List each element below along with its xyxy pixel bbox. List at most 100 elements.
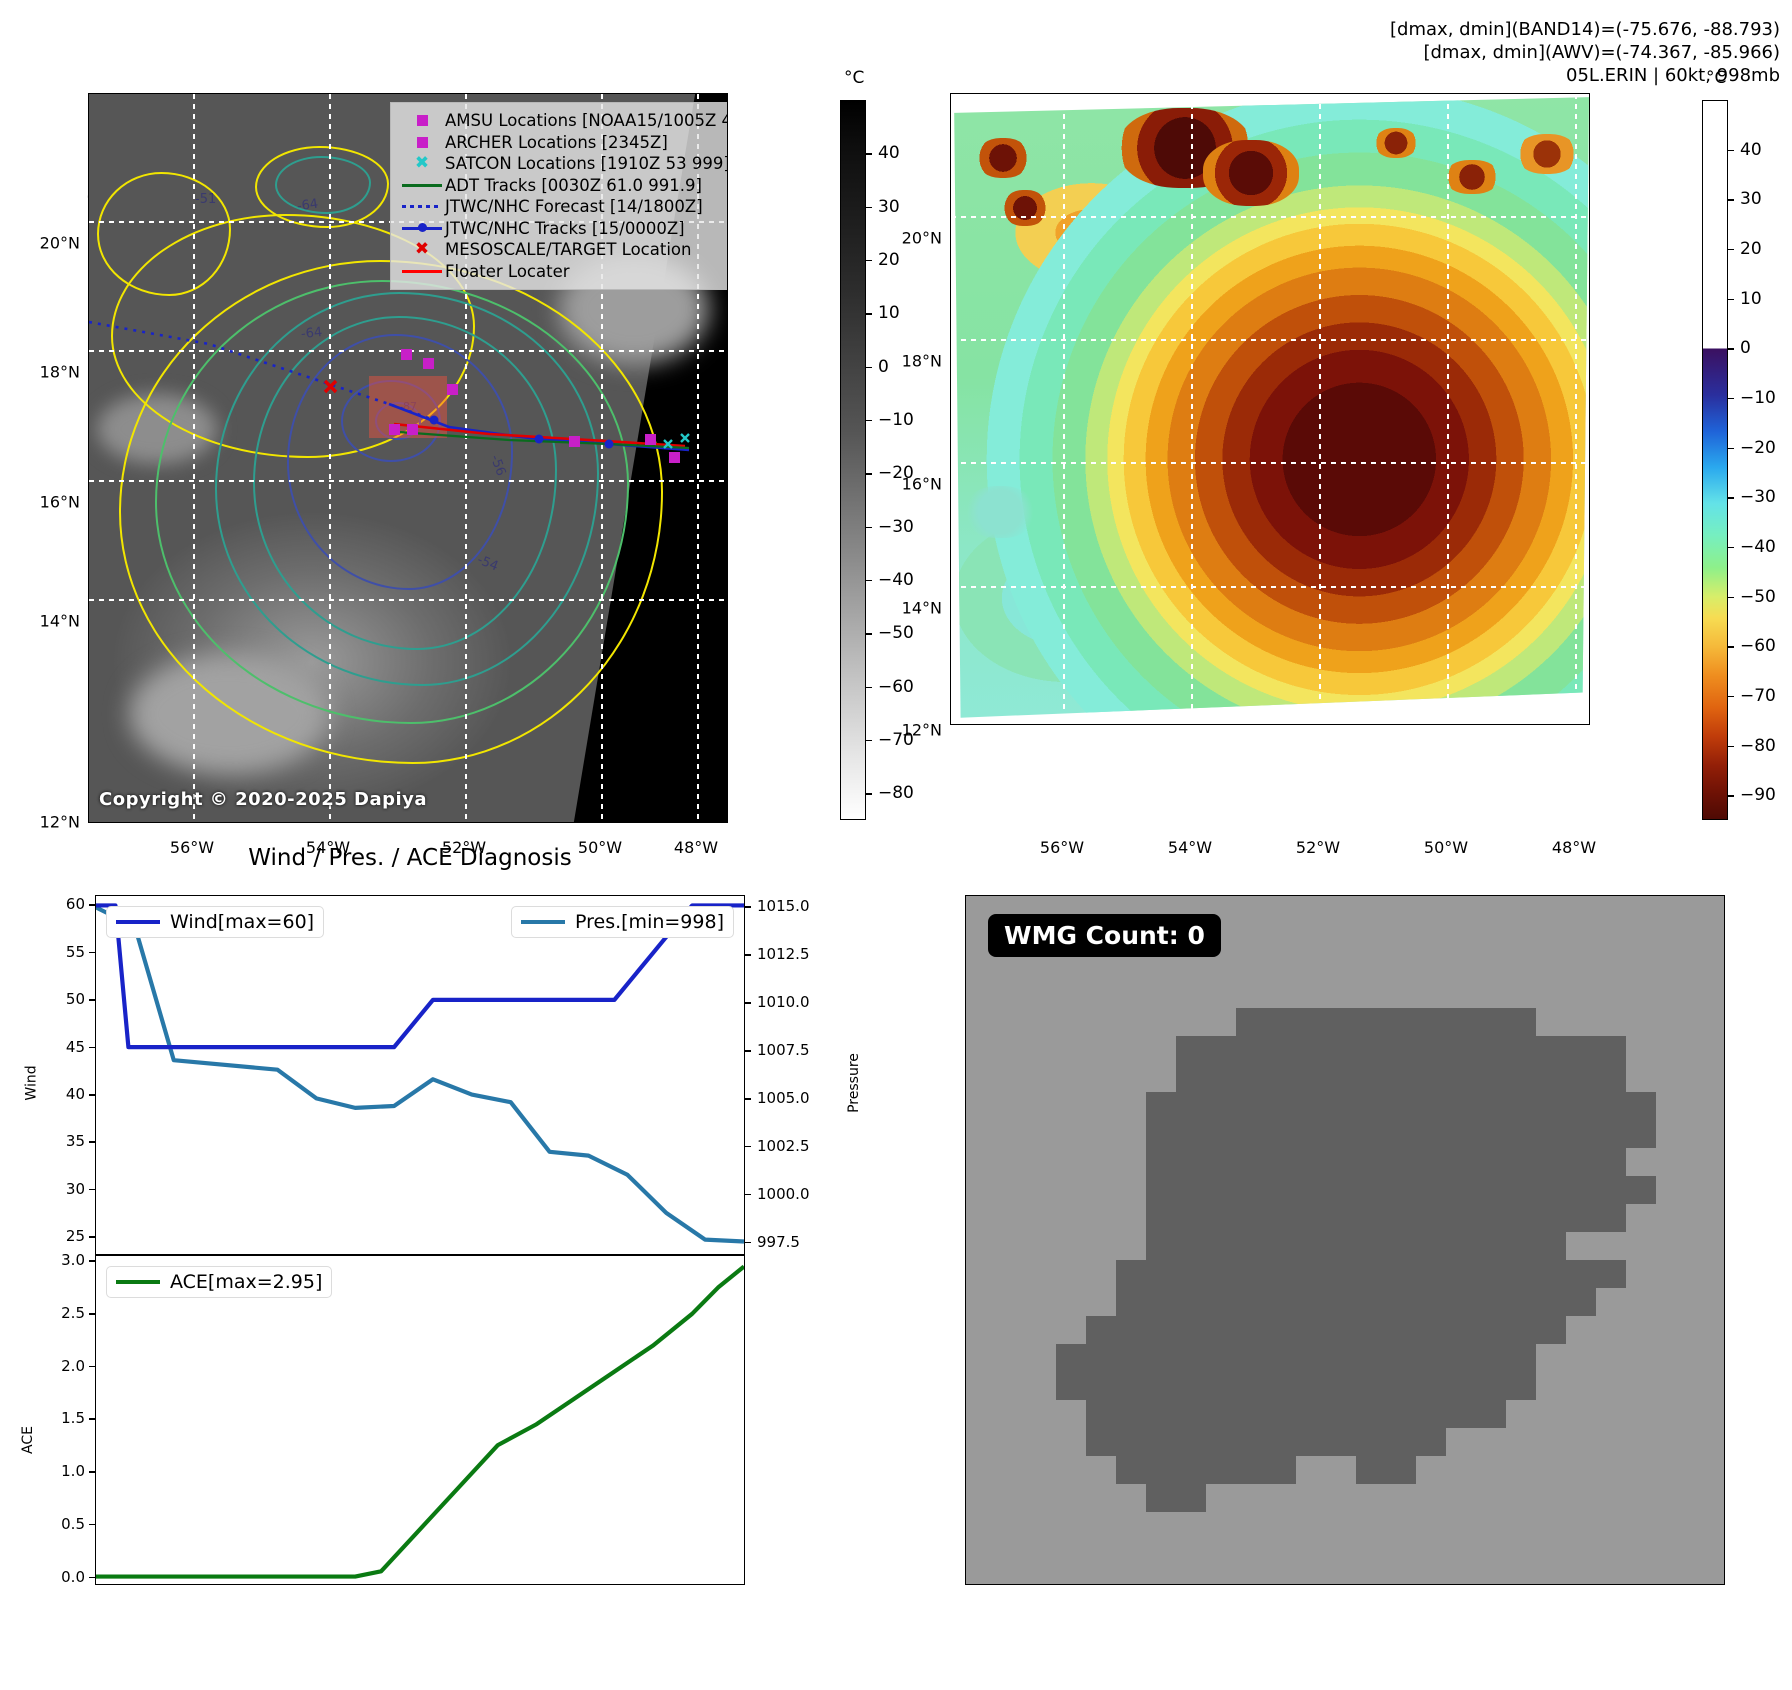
wmg-cell	[1236, 1316, 1266, 1344]
colorbar-tick-label: 0	[1740, 338, 1751, 359]
wmg-cell	[1326, 1176, 1356, 1204]
wmg-cell	[1296, 1428, 1326, 1456]
pressure-line	[96, 905, 744, 1244]
chart-tick-label: 997.5	[757, 1232, 800, 1251]
wmg-cell	[1266, 1064, 1296, 1092]
chart-tick-label: 25	[65, 1227, 85, 1246]
right-map-ytick: 16°N	[901, 474, 942, 494]
map-gridline-vertical	[601, 94, 603, 822]
wmg-cell	[1506, 1036, 1536, 1064]
colorbar-tick-mark	[866, 686, 872, 689]
colorbar-tick-label: 30	[1740, 189, 1762, 210]
wmg-cell	[1596, 1176, 1626, 1204]
wmg-cell	[1536, 1176, 1566, 1204]
wmg-cell	[1356, 1288, 1386, 1316]
wmg-cell	[1566, 1176, 1596, 1204]
chart-tick-mark	[89, 1188, 95, 1191]
chart-tick-mark	[89, 1260, 95, 1262]
wmg-cell	[1326, 1316, 1356, 1344]
chart-tick-mark	[89, 999, 95, 1001]
wmg-cell	[1386, 1372, 1416, 1400]
wmg-cell	[1116, 1344, 1146, 1372]
ace-legend[interactable]: ACE[max=2.95]	[106, 1266, 333, 1298]
wmg-cell	[1326, 1400, 1356, 1428]
wmg-cell	[1146, 1260, 1176, 1288]
wmg-cell	[1506, 1260, 1536, 1288]
wmg-cell	[1236, 1148, 1266, 1176]
wmg-cell	[1206, 1092, 1236, 1120]
left-map-ytick: 16°N	[39, 492, 80, 512]
jtwc-forecast-track	[89, 320, 435, 422]
wmg-panel[interactable]: WMG Count: 0	[965, 895, 1725, 1585]
colorbar-tick-mark	[866, 793, 872, 795]
wmg-cell	[1176, 1064, 1206, 1092]
wmg-cell	[1236, 1036, 1266, 1064]
wmg-cell	[1146, 1372, 1176, 1400]
wmg-cell	[1386, 1204, 1416, 1232]
temperature-contour	[341, 380, 441, 462]
chart-tick-label: 0.0	[61, 1567, 85, 1586]
colorbar-tick-mark	[1728, 199, 1734, 201]
wmg-cell	[1326, 1344, 1356, 1372]
wmg-cell	[1146, 1288, 1176, 1316]
colorbar-tick-label: −60	[1740, 636, 1776, 657]
wmg-cell	[1446, 1400, 1476, 1428]
left-map-xtick: 50°W	[577, 838, 623, 857]
chart-tick-label: 1010.0	[757, 993, 810, 1012]
legend-label: Floater Locater	[445, 261, 570, 281]
colorbar-tick-label: −10	[878, 410, 914, 430]
wmg-cell	[1206, 1036, 1236, 1064]
left-map-xtick: 52°W	[441, 838, 487, 857]
wind-pressure-chart[interactable]: Wind[max=60] Pres.[min=998]	[95, 895, 745, 1255]
wmg-cell	[1446, 1260, 1476, 1288]
wmg-cell	[1206, 1372, 1236, 1400]
wmg-cell	[1296, 1176, 1326, 1204]
chart-tick-mark	[745, 1002, 751, 1004]
wind-legend[interactable]: Wind[max=60]	[106, 906, 325, 938]
wmg-cell	[1416, 1008, 1446, 1036]
wmg-cell	[1596, 1036, 1626, 1064]
ace-chart[interactable]: ACE[max=2.95]	[95, 1255, 745, 1585]
wmg-cell	[1416, 1064, 1446, 1092]
wmg-cell	[1326, 1204, 1356, 1232]
right-map-xtick: 48°W	[1551, 838, 1597, 857]
wmg-cell	[1536, 1288, 1566, 1316]
wmg-cell	[1536, 1064, 1566, 1092]
wmg-cell	[1386, 1400, 1416, 1428]
line-with-dot-icon	[399, 223, 445, 233]
pressure-legend[interactable]: Pres.[min=998]	[511, 906, 734, 938]
adt-track	[398, 430, 690, 450]
chart-tick-mark	[89, 1471, 95, 1473]
right-map-xtick: 50°W	[1423, 838, 1469, 857]
colorbar-tick-label: −20	[878, 463, 914, 484]
wmg-cell	[1116, 1316, 1146, 1344]
chart-tick-label: 1015.0	[757, 897, 810, 916]
wmg-cell	[1326, 1148, 1356, 1176]
wmg-cell	[1476, 1064, 1506, 1092]
chart-tick-mark	[89, 1236, 95, 1238]
wmg-cell	[1206, 1232, 1236, 1260]
ace-plot-area	[96, 1264, 744, 1579]
wmg-cell	[1356, 1456, 1386, 1484]
wmg-cell	[1536, 1232, 1566, 1260]
colorbar-tick-mark	[866, 313, 872, 315]
wmg-cell	[1176, 1120, 1206, 1148]
ace-legend-label: ACE[max=2.95]	[170, 1271, 323, 1293]
colorbar-tick-label: 30	[878, 196, 900, 217]
square-marker-icon	[399, 115, 445, 127]
colorbar-tick-label: −50	[878, 623, 914, 644]
wmg-cell	[1326, 1428, 1356, 1456]
wmg-cell	[1566, 1288, 1596, 1316]
colorbar-tick-label: −20	[1740, 437, 1776, 458]
enhanced-ir-map[interactable]	[950, 93, 1590, 725]
wmg-cell	[1296, 1316, 1326, 1344]
wmg-cell	[1236, 1008, 1266, 1036]
wmg-cell	[1206, 1428, 1236, 1456]
colorbar-tick-label: −40	[1740, 536, 1776, 557]
wmg-cell	[1326, 1064, 1356, 1092]
colorbar-tick-label: −30	[1740, 487, 1776, 508]
band14-satellite-map[interactable]: -51 -64 -64 -54 -56 -87	[88, 93, 728, 823]
wmg-cell	[1476, 1036, 1506, 1064]
colorbar-tick-mark	[1728, 646, 1734, 648]
wmg-cell	[1476, 1344, 1506, 1372]
